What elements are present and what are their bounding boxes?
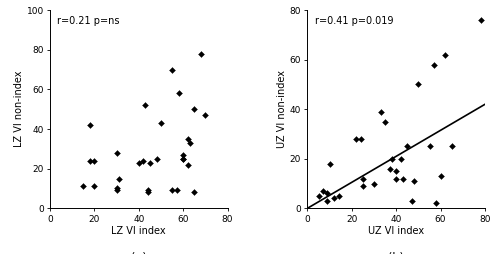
Text: r=0.21 p=ns: r=0.21 p=ns — [57, 16, 120, 26]
Y-axis label: LZ VI non-index: LZ VI non-index — [14, 71, 24, 148]
Y-axis label: UZ VI non-index: UZ VI non-index — [277, 70, 287, 148]
Text: (b): (b) — [388, 252, 404, 254]
X-axis label: LZ VI index: LZ VI index — [112, 226, 166, 236]
X-axis label: UZ VI index: UZ VI index — [368, 226, 424, 236]
Text: r=0.41 p=0.019: r=0.41 p=0.019 — [314, 16, 393, 26]
Text: (a): (a) — [131, 252, 146, 254]
